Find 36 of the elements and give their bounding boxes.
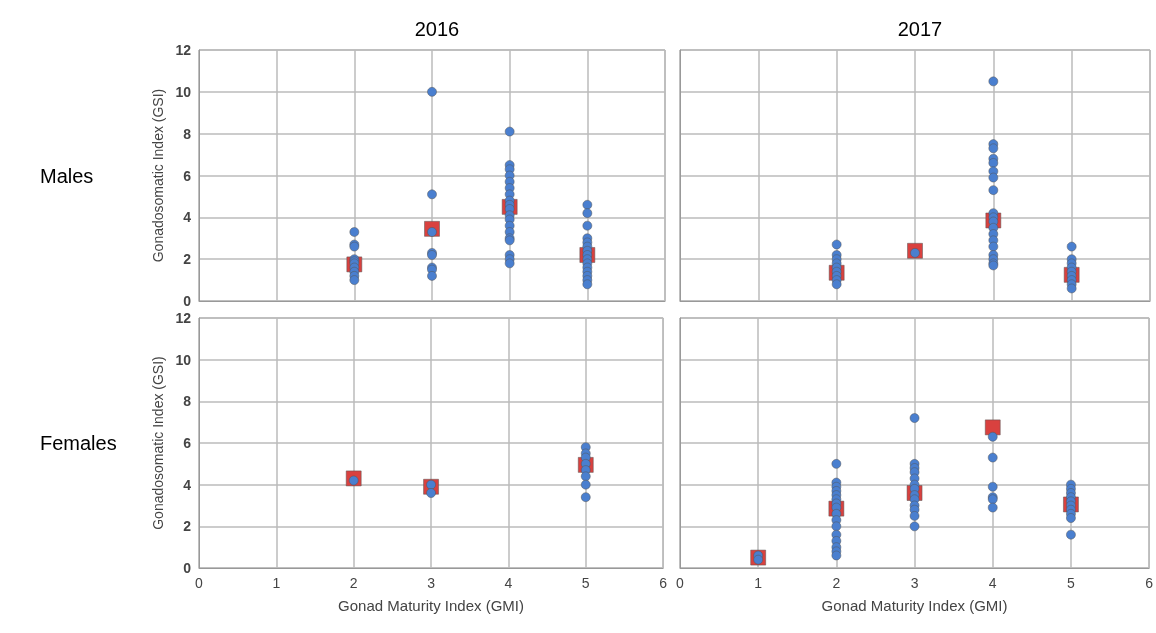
x-tick-label: 1: [754, 575, 763, 591]
y-tick-label: 0: [183, 560, 192, 576]
x-tick-label: 6: [659, 575, 668, 591]
x-axis-title: Gonad Maturity Index (GMI): [821, 597, 1008, 614]
x-tick-label: 5: [581, 575, 590, 591]
y-axis-title: Gonadosomatic Index (GSI): [149, 88, 166, 263]
x-tick-label: 0: [195, 575, 204, 591]
y-tick-label: 8: [183, 393, 192, 410]
y-tick-label: 4: [183, 476, 192, 493]
chart-title: 2016: [414, 18, 460, 40]
y-tick-label: 0: [183, 293, 192, 309]
chart-title: 2017: [897, 18, 943, 40]
x-tick-label: 3: [427, 575, 436, 591]
x-tick-label: 4: [504, 575, 513, 591]
x-tick-label: 0: [676, 575, 685, 591]
x-tick-label: 2: [349, 575, 358, 591]
x-tick-label: 5: [1067, 575, 1076, 591]
x-tick-label: 2: [832, 575, 841, 591]
x-tick-label: 3: [910, 575, 919, 591]
x-tick-label: 4: [988, 575, 997, 591]
y-tick-label: 8: [183, 125, 192, 142]
text: Females: [40, 432, 117, 454]
y-tick-label: 2: [183, 518, 192, 535]
y-tick-label: 10: [175, 351, 192, 368]
y-tick-label: 4: [183, 209, 192, 226]
x-tick-label: 1: [272, 575, 281, 591]
y-tick-label: 12: [175, 310, 192, 326]
y-tick-label: 10: [175, 83, 192, 100]
x-axis-title: Gonad Maturity Index (GMI): [338, 597, 525, 614]
y-tick-label: 6: [183, 167, 192, 184]
y-tick-label: 12: [175, 42, 192, 58]
y-tick-label: 6: [183, 435, 192, 451]
y-tick-label: 2: [183, 251, 192, 268]
x-tick-label: 6: [1145, 575, 1154, 591]
text: Males: [40, 164, 94, 187]
y-axis-title: Gonadosomatic Index (GSI): [149, 356, 166, 530]
